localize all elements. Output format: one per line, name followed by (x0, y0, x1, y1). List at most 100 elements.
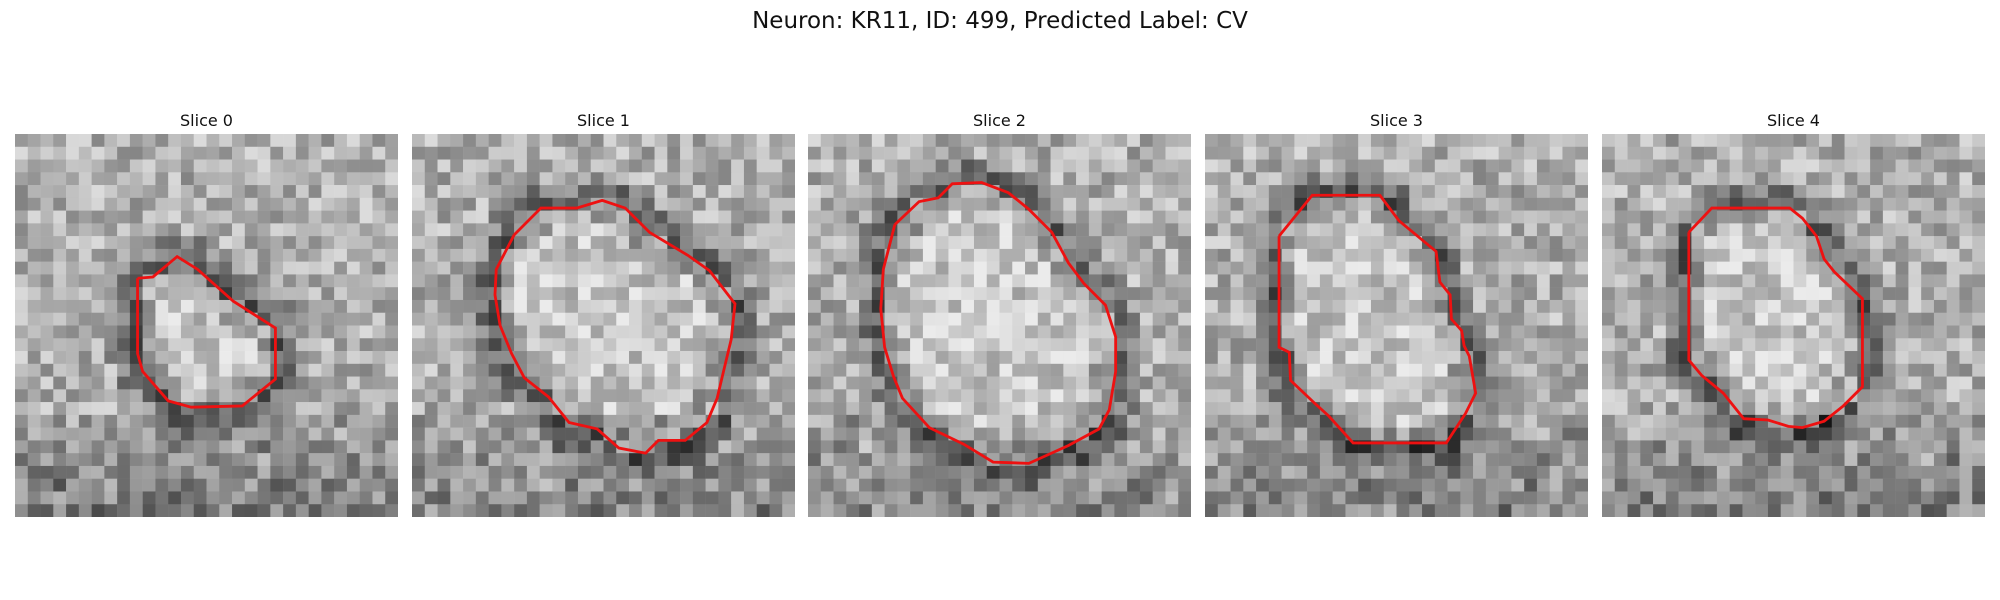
pixel (1256, 146, 1270, 160)
pixel (884, 210, 898, 224)
pixel (1665, 414, 1679, 428)
pixel (1114, 376, 1128, 390)
pixel (1640, 210, 1654, 224)
pixel (1205, 261, 1219, 275)
pixel (295, 312, 309, 326)
pixel (743, 223, 757, 237)
pixel (321, 185, 335, 199)
pixel (1857, 402, 1871, 416)
pixel (1460, 210, 1474, 224)
pixel (1358, 351, 1372, 365)
pixel (1678, 389, 1692, 403)
pixel (1383, 325, 1397, 339)
pixel (1076, 389, 1090, 403)
pixel (514, 402, 528, 416)
pixel (450, 465, 464, 479)
pixel (168, 363, 182, 377)
pixel (1627, 453, 1641, 467)
pixel (155, 504, 169, 517)
segmentation-contour (879, 181, 1118, 465)
pixel (1230, 325, 1244, 339)
pixel (1857, 197, 1871, 211)
pixel (1602, 299, 1616, 313)
pixel (1205, 453, 1219, 467)
pixel (1742, 363, 1756, 377)
pixel (1409, 453, 1423, 467)
pixel (1050, 389, 1064, 403)
pixel (756, 172, 770, 186)
pixel (283, 504, 297, 517)
pixel (973, 376, 987, 390)
pixel (1562, 338, 1576, 352)
pixel (743, 427, 757, 441)
pixel (1294, 325, 1308, 339)
pixel (514, 491, 528, 505)
pixel (1691, 312, 1705, 326)
pixel (1959, 414, 1973, 428)
pixel (1780, 172, 1794, 186)
pixel (104, 172, 118, 186)
pixel (667, 210, 681, 224)
pixel (1230, 427, 1244, 441)
pixel (219, 478, 233, 492)
pixel (1025, 427, 1039, 441)
pixel (1076, 261, 1090, 275)
pixel (15, 210, 29, 224)
pixel (53, 134, 67, 148)
pixel (884, 504, 898, 517)
pixel (1653, 159, 1667, 173)
pixel (1114, 172, 1128, 186)
pixel (1921, 261, 1935, 275)
pixel (372, 402, 386, 416)
pixel (654, 465, 668, 479)
pixel (641, 146, 655, 160)
pixel (1614, 453, 1628, 467)
pixel (590, 134, 604, 148)
pixel (1460, 159, 1474, 173)
pixel (219, 159, 233, 173)
pixel (1678, 465, 1692, 479)
pixel (1857, 363, 1871, 377)
pixel (1959, 465, 1973, 479)
pixel (1959, 325, 1973, 339)
pixel (1050, 338, 1064, 352)
pixel (117, 402, 131, 416)
pixel (1332, 248, 1346, 262)
pixel (1665, 363, 1679, 377)
pixel (884, 197, 898, 211)
pixel (1511, 172, 1525, 186)
pixel (935, 248, 949, 262)
pixel (1819, 389, 1833, 403)
pixel (1806, 185, 1820, 199)
pixel (1383, 274, 1397, 288)
pixel (1460, 248, 1474, 262)
pixel (1447, 376, 1461, 390)
pixel (973, 363, 987, 377)
pixel (1256, 427, 1270, 441)
pixel (1819, 223, 1833, 237)
pixel (1946, 478, 1960, 492)
pixel (1012, 414, 1026, 428)
pixel (168, 299, 182, 313)
pixel (1088, 504, 1102, 517)
pixel (1870, 185, 1884, 199)
pixel (1895, 146, 1909, 160)
pixel (1230, 351, 1244, 365)
pixel (1831, 427, 1845, 441)
pixel (616, 478, 630, 492)
pixel (692, 312, 706, 326)
pixel (769, 491, 783, 505)
pixel (1908, 299, 1922, 313)
pixel (935, 402, 949, 416)
pixel (1716, 504, 1730, 517)
pixel (1704, 299, 1718, 313)
pixel (565, 146, 579, 160)
pixel (66, 414, 80, 428)
pixel (334, 312, 348, 326)
pixel (1895, 172, 1909, 186)
pixel (1536, 351, 1550, 365)
pixel (129, 159, 143, 173)
pixel (590, 248, 604, 262)
pixel (1972, 185, 1985, 199)
pixel (1870, 491, 1884, 505)
